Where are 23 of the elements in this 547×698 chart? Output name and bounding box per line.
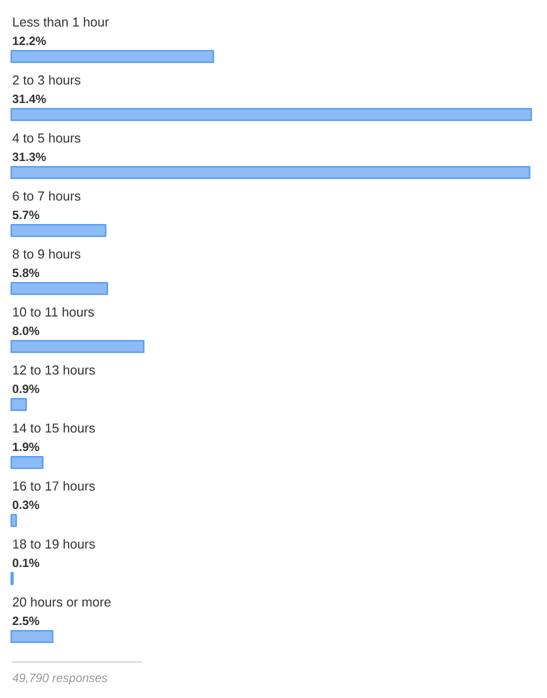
- data-label: 5.8%: [12, 268, 40, 278]
- data-label: 8.0%: [12, 326, 40, 336]
- y-tick-label: 2 to 3 hours: [12, 75, 80, 85]
- data-label: 0.1%: [12, 558, 40, 568]
- data-label: 2.5%: [12, 616, 40, 626]
- y-tick-label: 12 to 13 hours: [13, 365, 95, 375]
- y-tick-label: 8 to 9 hours: [12, 249, 80, 259]
- text: 49,790 responses: [12, 674, 108, 684]
- data-label: 0.3%: [12, 500, 40, 510]
- y-tick-label: 6 to 7 hours: [12, 191, 80, 201]
- y-tick-label: 4 to 5 hours: [12, 133, 80, 143]
- y-tick-label: 16 to 17 hours: [13, 481, 95, 491]
- data-label: 1.9%: [12, 442, 40, 452]
- data-label: 0.9%: [12, 384, 40, 394]
- y-tick-label: 10 to 11 hours: [13, 307, 94, 317]
- y-tick-label: 20 hours or more: [12, 597, 111, 607]
- data-label: 31.4%: [12, 94, 46, 104]
- y-tick-label: 14 to 15 hours: [13, 423, 95, 433]
- y-tick-label: 18 to 19 hours: [13, 539, 95, 549]
- y-tick-label: Less than 1 hour: [13, 17, 109, 27]
- data-label: 12.2%: [12, 36, 46, 46]
- data-label: 31.3%: [12, 152, 46, 162]
- data-label: 5.7%: [12, 210, 40, 220]
